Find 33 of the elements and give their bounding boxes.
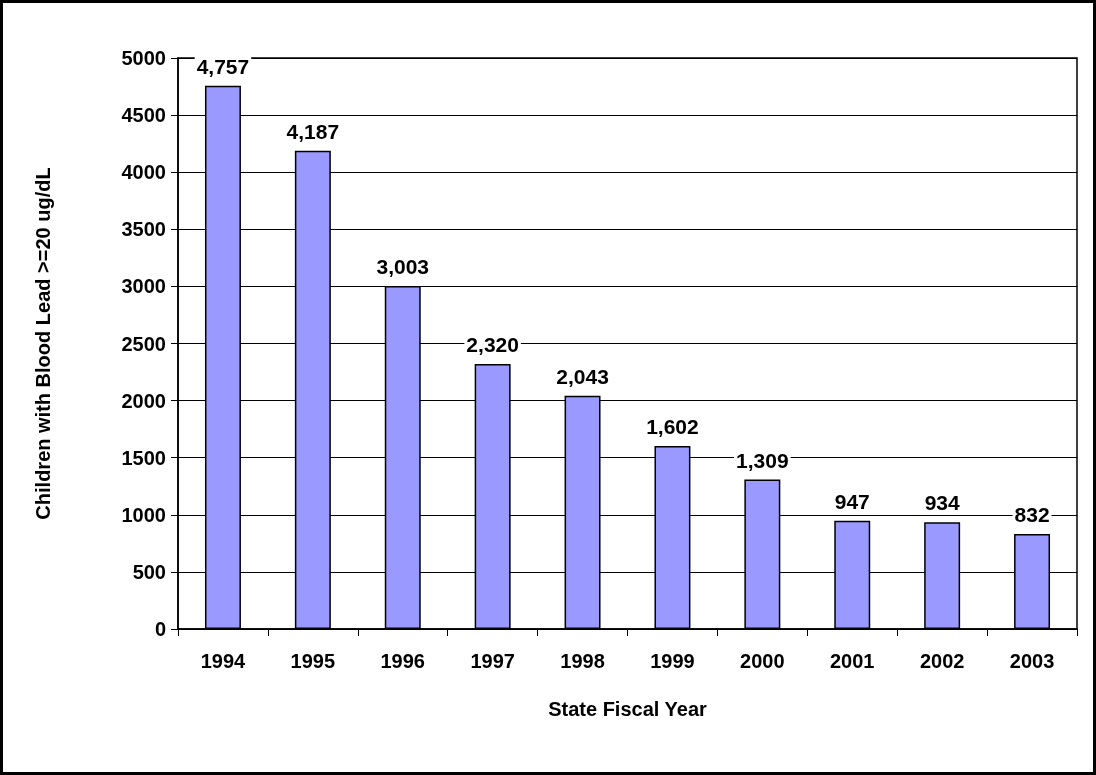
data-label: 3,003: [376, 255, 430, 279]
x-tick-label: 1997: [470, 650, 515, 672]
x-tick-label: 2002: [919, 650, 965, 672]
data-label: 4,187: [286, 119, 340, 143]
data-label: 2,320: [466, 333, 519, 357]
x-tick-label: 2003: [1009, 650, 1055, 672]
y-tick-label: 500: [132, 560, 166, 583]
x-tick-label: 2001: [830, 650, 875, 672]
x-axis-title: State Fiscal Year: [548, 698, 708, 720]
x-tick-label: 1996: [380, 650, 425, 672]
y-axis-title: Children with Blood Lead >=20 ug/dL: [32, 167, 54, 520]
x-tick-label: 1998: [560, 650, 605, 672]
y-tick-label: 3000: [121, 275, 166, 298]
data-label: 4,757: [196, 54, 250, 78]
y-tick-label: 3500: [121, 218, 166, 241]
data-label: 2,043: [556, 364, 609, 388]
data-label: 1,309: [736, 448, 789, 472]
data-label: 1,602: [646, 415, 699, 439]
x-tick-label: 2000: [740, 650, 785, 672]
y-tick-label: 4000: [121, 161, 166, 184]
y-tick-label: 2000: [121, 389, 166, 412]
x-tick-label: 1994: [200, 650, 247, 672]
data-label: 832: [1014, 502, 1050, 526]
y-tick-label: 0: [154, 618, 166, 640]
y-tick-label: 5000: [121, 47, 166, 69]
y-tick-label: 4500: [121, 104, 166, 127]
data-label: 947: [834, 489, 870, 513]
x-tick-label: 1995: [290, 650, 336, 672]
y-tick-label: 2500: [121, 332, 166, 355]
y-tick-label: 1500: [121, 446, 166, 469]
y-tick-label: 1000: [121, 503, 166, 526]
data-label: 934: [924, 491, 960, 515]
x-tick-label: 1999: [650, 650, 695, 672]
